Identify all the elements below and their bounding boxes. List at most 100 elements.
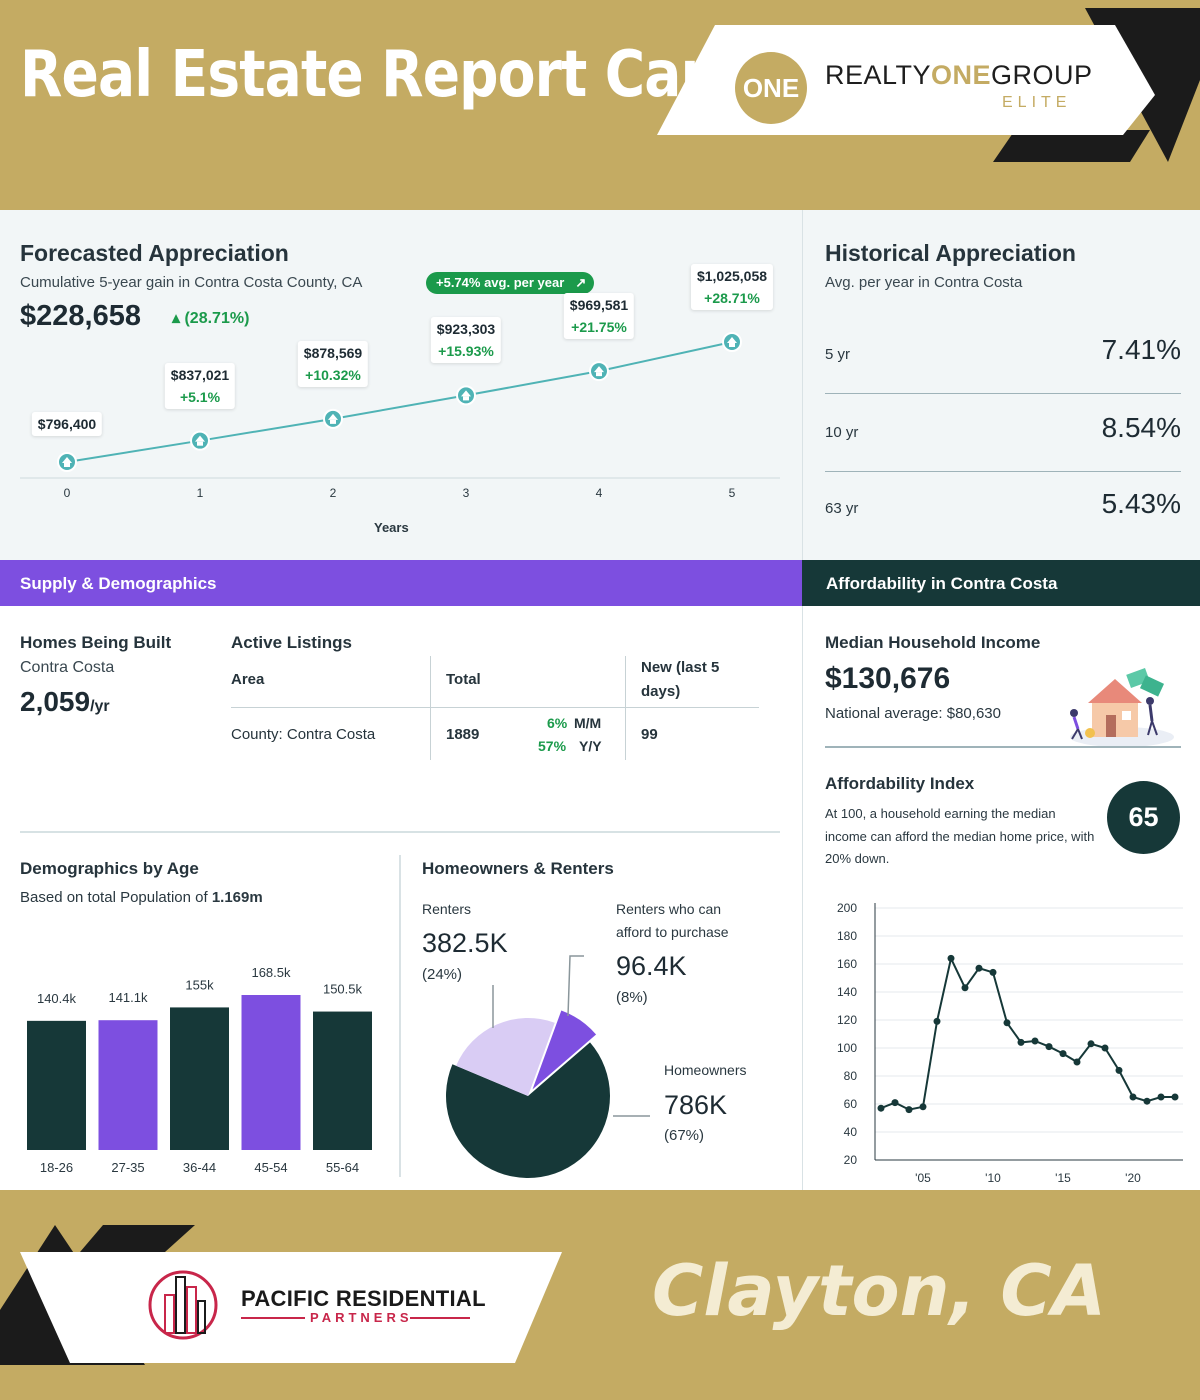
forecast-series-line — [66, 341, 733, 463]
forecast-point-label: $1,025,058 +28.71% — [690, 264, 774, 310]
afford-point — [1073, 1058, 1081, 1066]
age-bar-category: 27-35 — [111, 1160, 144, 1175]
afford-y-tick: 120 — [837, 1013, 857, 1027]
afford-point — [891, 1099, 899, 1107]
col-header-new-2: days) — [641, 683, 681, 700]
age-bar-category: 55-64 — [326, 1160, 359, 1175]
forecast-point-value: $923,303 — [436, 321, 496, 338]
afford-point — [1087, 1040, 1095, 1048]
realty-logo-subline: ELITE — [1002, 94, 1072, 111]
affordability-divider — [825, 746, 1181, 748]
pacific-residential-subline: PARTNERS — [310, 1310, 413, 1325]
age-bar-value: 140.4k — [37, 991, 77, 1006]
forecast-point-label: $923,303 +15.93% — [430, 317, 502, 364]
header: Real Estate Report Card ONE REALTYONEGRO… — [0, 0, 1200, 210]
median-income-title: Median Household Income — [825, 633, 1041, 652]
historical-subtitle: Avg. per year in Contra Costa — [825, 274, 1023, 291]
avg-per-year-text: +5.74% avg. per year — [436, 275, 565, 290]
afford-point — [919, 1103, 927, 1111]
renters-pct: (24%) — [422, 966, 463, 983]
homeowners-value: 786K — [664, 1090, 728, 1120]
afford-renters-pct: (8%) — [616, 989, 648, 1006]
forecast-point-value: $796,400 — [37, 416, 97, 432]
afford-point — [1017, 1038, 1025, 1046]
house-icon — [594, 366, 604, 373]
affordability-bar-title: Affordability in Contra Costa — [826, 574, 1058, 593]
row-mm-pct: 6% — [547, 715, 568, 731]
pie-slice — [456, 1018, 555, 1096]
afford-x-tick: '10 — [985, 1171, 1001, 1185]
forecast-x-axis-label: Years — [374, 520, 409, 535]
historical-row: 63 yr 5.43% — [825, 470, 1181, 548]
col-header-new-1: New (last 5 — [641, 659, 720, 676]
historical-pct: 8.54% — [1101, 412, 1181, 443]
afford-point — [933, 1017, 941, 1025]
homes-built-unit: /yr — [90, 698, 110, 715]
forecast-x-tick: 3 — [462, 486, 470, 500]
affordability-index-description: At 100, a household earning the median i… — [825, 806, 1095, 866]
forecast-point — [190, 430, 210, 451]
afford-y-tick: 200 — [837, 901, 857, 915]
realty-one-group-logo[interactable]: ONE REALTYONEGROUP ELITE — [735, 52, 1115, 124]
pacific-residential-name: PACIFIC RESIDENTIAL — [241, 1286, 486, 1311]
afford-renters-value: 96.4K — [616, 951, 687, 981]
forecast-x-tick: 2 — [329, 486, 337, 500]
afford-y-tick: 40 — [844, 1125, 858, 1139]
age-bar — [241, 995, 301, 1150]
historical-row: 5 yr 7.41% — [825, 316, 1181, 394]
forecast-section: Forecasted Appreciation Cumulative 5-yea… — [0, 210, 802, 560]
report-panel: Forecasted Appreciation Cumulative 5-yea… — [0, 210, 1200, 1190]
afford-series-line — [880, 955, 1175, 1111]
age-bar-category: 36-44 — [183, 1160, 216, 1175]
age-bar-value: 150.5k — [323, 982, 363, 997]
homes-built-number: 2,059 — [20, 686, 91, 717]
row-yy-pct: 57% — [538, 738, 567, 754]
age-bar — [98, 1020, 158, 1150]
afford-y-tick: 160 — [837, 957, 857, 971]
forecast-x-tick: 1 — [196, 486, 204, 500]
homes-built-title: Homes Being Built — [20, 633, 172, 652]
afford-point — [1003, 1019, 1011, 1027]
afford-point — [1143, 1097, 1151, 1105]
forecast-gain-change: ▴ (28.71%) — [172, 310, 250, 327]
forecast-point-label: $878,569 +10.32% — [297, 340, 369, 387]
afford-point — [877, 1104, 885, 1112]
forecast-gain-value: $228,658 — [20, 300, 141, 332]
forecast-point — [323, 408, 343, 429]
forecast-chart — [20, 332, 780, 479]
house-icon — [195, 435, 205, 442]
afford-point — [1157, 1093, 1165, 1101]
active-listings-title: Active Listings — [231, 633, 352, 652]
age-bar — [313, 1011, 372, 1150]
demographics-subtitle: Based on total Population of 1.169m — [20, 889, 263, 906]
forecast-point-value: $969,581 — [569, 297, 629, 314]
homeowners-label: Homeowners — [664, 1062, 747, 1078]
forecast-point — [722, 332, 742, 352]
afford-x-tick: '20 — [1125, 1171, 1141, 1185]
renters-label: Renters — [422, 901, 472, 917]
afford-point — [1129, 1093, 1137, 1101]
afford-point — [1045, 1043, 1053, 1051]
homes-built-area: Contra Costa — [20, 659, 115, 676]
forecast-point-change: +5.1% — [179, 388, 221, 405]
table-col-divider — [430, 656, 431, 760]
afford-x-tick: '05 — [915, 1171, 931, 1185]
pie-slice — [446, 1042, 610, 1178]
house-icon — [328, 413, 338, 420]
afford-renters-label-1: Renters who can — [616, 901, 722, 917]
forecast-point-change: +28.71% — [704, 290, 760, 306]
afford-point — [1101, 1044, 1109, 1052]
age-bar-value: 141.1k — [108, 990, 148, 1005]
table-header-divider — [231, 707, 759, 708]
forecast-point-value: $837,021 — [170, 366, 230, 383]
afford-point — [1031, 1037, 1039, 1045]
row-mm-label: M/M — [574, 715, 602, 731]
row-total: 1889 — [446, 726, 480, 743]
afford-point — [1115, 1066, 1123, 1074]
historical-period: 5 yr — [825, 346, 851, 363]
forecast-point-label: $796,400 — [31, 412, 103, 436]
row-divider — [825, 471, 1181, 472]
historical-pct: 5.43% — [1101, 488, 1181, 519]
afford-point — [961, 984, 969, 992]
affordability-index-value: 65 — [1107, 781, 1180, 854]
